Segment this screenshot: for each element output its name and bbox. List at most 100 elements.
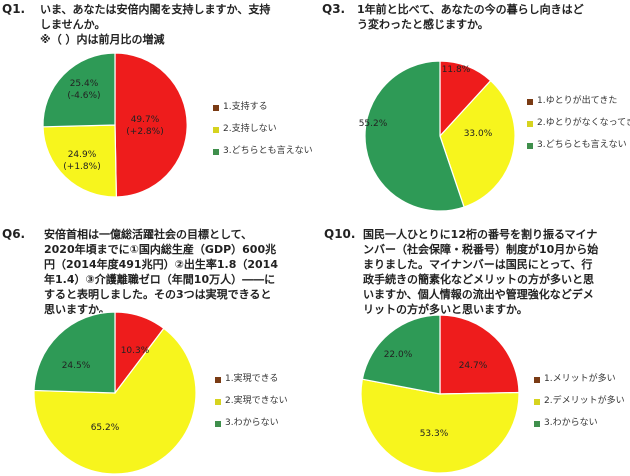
slice-label: 22.0%	[384, 350, 413, 360]
slice-label-line: (+1.8%)	[63, 162, 100, 172]
question-line: まりました。マイナンバーは国民にとって、行	[363, 258, 593, 271]
question-line: ※（ ）内は前月比の増減	[40, 33, 165, 46]
chart-legend: 1.実現できる 2.実現できない 3.わからない	[215, 372, 288, 438]
question-number: Q1.	[2, 2, 26, 16]
question-line: しませんか。	[40, 18, 106, 31]
slice-label-line: 11.8%	[442, 65, 471, 75]
legend-label: 3.どちらとも言えない	[537, 140, 627, 150]
chart-legend: 1.メリットが多い 2.デメリットが多い 3.わからない	[534, 372, 625, 438]
legend-swatch	[213, 148, 219, 155]
question-text: 国民一人ひとりに12桁の番号を割り振るマイナ ンバー（社会保障・税番号）制度が10…	[363, 227, 630, 317]
slice-label-line: 22.0%	[384, 350, 413, 360]
question-number: Q10.	[324, 227, 356, 241]
pie-slice	[439, 79, 516, 208]
legend-swatch	[527, 142, 533, 149]
question-line: 1年前と比べて、あなたの今の暮らし向きはど	[357, 3, 584, 16]
slice-label-line: 33.0%	[464, 129, 493, 139]
slice-label: 65.2%	[91, 423, 120, 433]
legend-swatch	[534, 420, 540, 427]
slice-label: 24.9% (+1.8%)	[63, 150, 100, 172]
legend-item: 1.メリットが多い	[534, 372, 625, 387]
question-line: いますか、個人情報の流出や管理強化などデメ	[363, 288, 594, 301]
legend-label: 3.わからない	[544, 418, 598, 428]
question-line: 国民一人ひとりに12桁の番号を割り振るマイナ	[363, 228, 598, 241]
legend-swatch	[527, 120, 533, 127]
legend-item: 1.ゆとりが出てきた	[527, 94, 630, 109]
pie-slice	[42, 52, 116, 128]
legend-swatch	[215, 398, 221, 405]
legend-label: 1.ゆとりが出てきた	[537, 96, 618, 106]
pie-slice	[33, 311, 116, 394]
legend-swatch	[534, 376, 540, 383]
chart-legend: 1.支持する 2.支持しない 3.どちらとも言えない	[213, 100, 313, 166]
legend-label: 2.ゆとりがなくなってきた	[537, 118, 630, 128]
question-line: 安倍首相は一億総活躍社会の目標として、	[44, 228, 253, 241]
slice-label-line: 53.3%	[420, 429, 449, 439]
question-line: 2020年頃までに①国内総生産（GDP）600兆	[44, 243, 277, 256]
question-text: 安倍首相は一億総活躍社会の目標として、 2020年頃までに①国内総生産（GDP）6…	[44, 227, 319, 317]
pie-slice	[360, 378, 520, 474]
slice-label-line: 24.7%	[459, 361, 488, 371]
legend-swatch	[534, 398, 540, 405]
slice-label-line: 49.7%	[131, 115, 160, 125]
slice-label: 49.7% (+2.8%)	[126, 115, 163, 137]
legend-item: 3.わからない	[534, 416, 625, 431]
legend-item: 2.実現できない	[215, 394, 288, 409]
pie-slice	[42, 124, 117, 198]
question-line: ンバー（社会保障・税番号）制度が10月から始	[363, 243, 599, 256]
slice-label: 33.0%	[464, 129, 493, 139]
slice-label: 55.2%	[359, 119, 388, 129]
legend-label: 1.メリットが多い	[544, 374, 616, 384]
slice-label: 53.3%	[420, 429, 449, 439]
legend-label: 3.わからない	[225, 418, 279, 428]
legend-label: 1.支持する	[223, 102, 268, 112]
slice-label-line: 10.3%	[121, 346, 150, 356]
question-line: すると表明しました。その3つは実現できると	[44, 288, 272, 301]
question-line: 年1.4）③介護離職ゼロ（年間10万人）――に	[44, 273, 276, 286]
legend-swatch	[213, 126, 219, 133]
slice-label: 24.5%	[62, 361, 91, 371]
question-number: Q3.	[322, 2, 346, 16]
question-text: 1年前と比べて、あなたの今の暮らし向きはど う変わったと感じますか。	[357, 2, 627, 32]
legend-item: 3.どちらとも言えない	[527, 138, 630, 153]
legend-label: 2.実現できない	[225, 396, 288, 406]
question-line: 円（2014年度491兆円）②出生率1.8（2014	[44, 258, 278, 271]
legend-item: 2.デメリットが多い	[534, 394, 625, 409]
pie-slice	[364, 60, 465, 212]
pie-slice	[33, 327, 197, 475]
slice-label: 25.4% (-4.6%)	[67, 79, 100, 101]
legend-item: 1.支持する	[213, 100, 313, 115]
slice-label: 11.8%	[442, 65, 471, 75]
legend-item: 1.実現できる	[215, 372, 288, 387]
pie-slice	[114, 52, 188, 198]
legend-label: 3.どちらとも言えない	[223, 146, 313, 156]
legend-label: 1.実現できる	[225, 374, 279, 384]
slice-label-line: 24.5%	[62, 361, 91, 371]
question-number: Q6.	[2, 227, 26, 241]
legend-item: 2.支持しない	[213, 122, 313, 137]
pie-slice	[439, 314, 520, 395]
pie-slice	[361, 314, 441, 395]
question-text: いま、あなたは安倍内閣を支持しますか、支持 しませんか。 ※（ ）内は前月比の増減	[40, 2, 310, 47]
legend-swatch	[527, 98, 533, 105]
question-line: リットの方が多いと思いますか。	[363, 303, 528, 316]
question-line: いま、あなたは安倍内閣を支持しますか、支持	[40, 3, 271, 16]
slice-label: 10.3%	[121, 346, 150, 356]
legend-item: 3.どちらとも言えない	[213, 144, 313, 159]
question-line: う変わったと感じますか。	[357, 18, 489, 31]
legend-label: 2.支持しない	[223, 124, 277, 134]
slice-label-line: 65.2%	[91, 423, 120, 433]
slice-label-line: (+2.8%)	[126, 127, 163, 137]
legend-label: 2.デメリットが多い	[544, 396, 625, 406]
legend-item: 2.ゆとりがなくなってきた	[527, 116, 630, 131]
slice-label-line: 55.2%	[359, 119, 388, 129]
question-line: 思いますか。	[44, 303, 110, 316]
slice-label-line: 25.4%	[70, 79, 99, 89]
slice-label-line: (-4.6%)	[67, 91, 100, 101]
slice-label-line: 24.9%	[68, 150, 97, 160]
